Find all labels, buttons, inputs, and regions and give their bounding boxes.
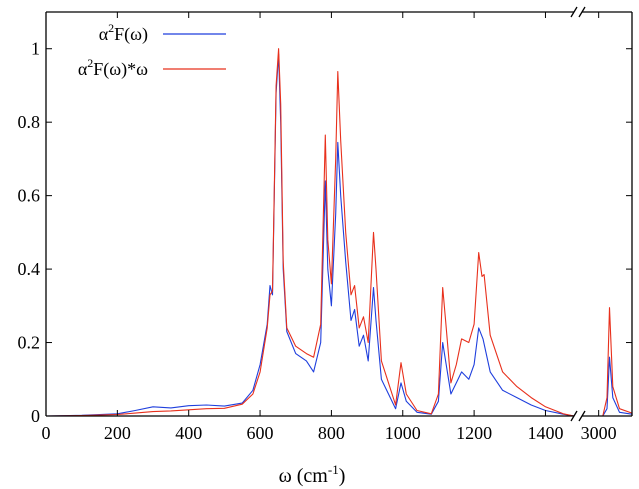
axes [45, 6, 633, 422]
axis-break-mark-top-b [578, 6, 586, 18]
y-tick-label: 0.6 [18, 186, 41, 206]
legend-label-1: α2F(ω)*ω [78, 56, 148, 80]
axis-break-mark-bottom-a [570, 410, 578, 422]
y-tick-label: 0.8 [18, 112, 41, 132]
x-tick-label: 0 [42, 423, 51, 443]
legend-label-0: α2F(ω) [99, 21, 148, 45]
series-lines [45, 48, 633, 417]
x-tick-label: 1000 [385, 423, 421, 443]
series-line-1 [45, 48, 633, 417]
x-tick-label: 3000 [581, 423, 617, 443]
x-tick-label: 1400 [527, 423, 563, 443]
x-tick-label: 1200 [456, 423, 492, 443]
y-tick-label: 0 [31, 406, 40, 426]
x-tick-label: 200 [104, 423, 131, 443]
axis-ticks: 0 0.2 0.4 0.6 0.8 1 0 200 400 600 800 1000 1200 1400 3… [18, 12, 632, 443]
y-tick-label: 0.2 [18, 333, 41, 353]
x-tick-label: 800 [318, 423, 345, 443]
axis-break-mark-top-a [570, 6, 578, 18]
x-tick-label: 600 [247, 423, 274, 443]
x-axis-label: ω (cm-1) [279, 462, 346, 487]
y-tick-label: 0.4 [18, 259, 41, 279]
axis-break-mark-bottom-b [578, 410, 586, 422]
legend: α2F(ω) α2F(ω)*ω [78, 21, 226, 80]
x-tick-label: 400 [175, 423, 202, 443]
y-tick-label: 1 [31, 39, 40, 59]
